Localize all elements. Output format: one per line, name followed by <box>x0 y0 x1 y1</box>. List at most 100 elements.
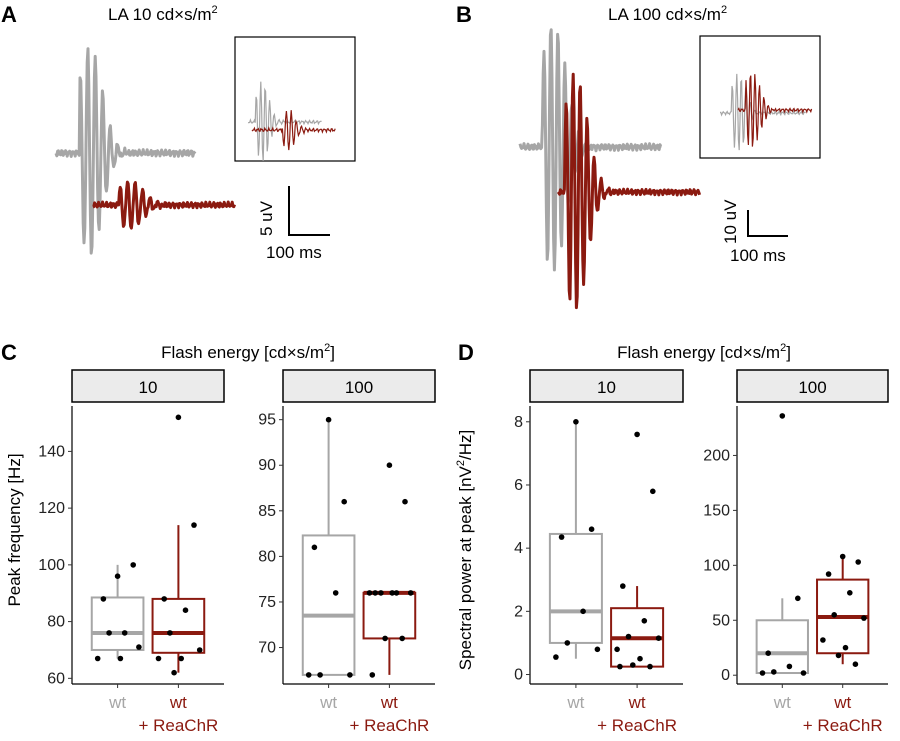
facet-strip-label: 100 <box>798 378 826 397</box>
data-point <box>161 596 167 602</box>
data-point <box>650 488 656 495</box>
inset-b-trace-reachr <box>737 74 813 147</box>
data-point <box>779 413 786 419</box>
scalebar-b <box>747 210 788 237</box>
x-category-sublabel: + ReaChR <box>349 716 429 735</box>
x-category-label: wt <box>319 693 337 712</box>
data-point <box>831 612 837 618</box>
data-point <box>820 637 826 643</box>
y-tick-label: 90 <box>258 457 276 474</box>
data-point <box>839 553 846 560</box>
y-tick-label: 150 <box>703 502 730 519</box>
data-point <box>573 419 579 425</box>
y-tick-label: 4 <box>514 540 523 557</box>
facet-c-100: 100 70 75 80 85 90 95 wt wt + ReaChR <box>258 369 436 735</box>
data-point <box>175 414 182 421</box>
panel-c-title: Flash energy [cd×s/m2] <box>161 342 335 362</box>
data-point <box>825 571 832 577</box>
x-category-label: wt <box>628 693 646 712</box>
data-point <box>366 590 373 596</box>
y-tick-label: 200 <box>703 447 730 464</box>
data-point <box>641 618 648 624</box>
data-point <box>800 670 807 676</box>
box-iqr <box>151 597 206 654</box>
y-tick-label: 60 <box>47 670 65 687</box>
data-point <box>305 672 312 678</box>
data-point <box>620 583 626 589</box>
box-iqr <box>755 619 809 675</box>
panel-c-y-label: Peak frequency [Hz] <box>5 453 24 606</box>
scalebar-a-x-label: 100 ms <box>266 243 322 262</box>
data-point <box>588 526 595 532</box>
x-category-sublabel: + ReaChR <box>803 716 883 735</box>
data-point <box>325 416 332 423</box>
facet-strip <box>529 369 684 403</box>
data-point <box>759 670 766 676</box>
panel-d-label: D <box>458 340 474 365</box>
y-tick-label: 0 <box>721 667 730 684</box>
y-tick-label: 140 <box>38 443 65 460</box>
box-iqr <box>90 596 145 651</box>
data-point <box>634 431 640 438</box>
data-point <box>852 661 859 667</box>
y-tick-label: 75 <box>258 594 276 611</box>
x-category-sublabel: + ReaChR <box>597 716 677 735</box>
data-point <box>625 633 632 640</box>
facet-strip-label: 10 <box>597 378 616 397</box>
data-point <box>558 534 565 540</box>
y-tick-label: 0 <box>514 667 523 684</box>
data-point <box>407 590 414 596</box>
data-point <box>393 590 400 596</box>
y-tick-label: 50 <box>712 612 730 629</box>
data-point <box>311 544 318 551</box>
x-category-label: wt <box>380 693 398 712</box>
x-category-label: wt <box>566 693 584 712</box>
data-point <box>178 655 184 662</box>
x-category-label: wt <box>169 693 187 712</box>
facet-strip <box>71 369 225 403</box>
x-category-label: wt <box>833 693 851 712</box>
y-tick-label: 80 <box>258 548 276 565</box>
box-iqr <box>301 534 356 676</box>
data-point <box>182 607 189 613</box>
facet-d-100: 100 0 50 100 150 200 wt wt + ReaChR <box>703 369 889 735</box>
panel-a-label: A <box>1 2 17 27</box>
data-point <box>389 590 396 596</box>
scalebar-b-y-label: 10 uV <box>721 199 740 244</box>
facet-d-10: 10 0 2 4 6 8 wt wt + ReaChR <box>514 369 684 735</box>
data-point <box>155 655 162 662</box>
data-point <box>594 646 601 653</box>
y-tick-label: 2 <box>514 603 523 620</box>
data-point <box>647 663 653 670</box>
data-point <box>861 615 867 621</box>
panel-d: D Flash energy [cd×s/m2] Spectral power … <box>455 340 889 735</box>
panel-a-title: LA 10 cd×s/m2 <box>108 4 218 24</box>
x-category-sublabel: + ReaChR <box>138 716 218 735</box>
y-tick-label: 85 <box>258 503 276 520</box>
data-point <box>382 635 388 642</box>
data-point <box>191 522 197 528</box>
facet-strip <box>736 369 889 403</box>
y-tick-label: 70 <box>258 640 276 657</box>
inset-a-frame <box>234 36 356 162</box>
y-tick-label: 100 <box>703 557 730 574</box>
inset-b-frame <box>699 35 821 159</box>
panel-b-traces: B LA 100 cd×s/m2 10 uV 100 ms <box>456 2 821 310</box>
data-point <box>372 590 379 596</box>
data-point <box>655 635 662 641</box>
x-category-label: wt <box>108 693 126 712</box>
data-point <box>130 562 136 568</box>
data-point <box>378 590 384 596</box>
data-point <box>402 498 408 505</box>
panel-c: C Flash energy [cd×s/m2] Peak frequency … <box>1 340 436 735</box>
trace-a-wt <box>54 47 197 255</box>
data-point <box>94 655 101 662</box>
inset-a-trace-wt <box>247 81 322 161</box>
data-point <box>617 663 623 670</box>
facet-strip <box>282 369 436 403</box>
data-point <box>614 646 620 653</box>
data-point <box>196 647 203 653</box>
data-point <box>765 650 771 656</box>
data-point <box>771 669 777 675</box>
trace-b-reachr <box>556 72 702 310</box>
